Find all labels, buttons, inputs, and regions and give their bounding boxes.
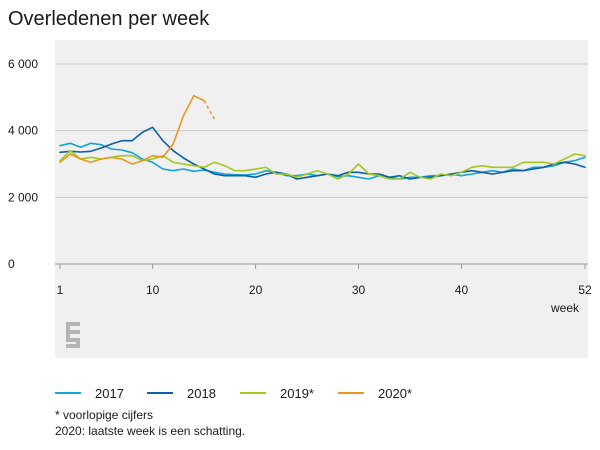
x-tick-label-20: 20 — [249, 283, 263, 297]
cbs-logo-block — [66, 344, 80, 348]
cbs-logo-block — [66, 338, 80, 342]
y-tick-label-0: 0 — [8, 257, 15, 271]
y-tick-label-6000: 6 000 — [8, 57, 38, 71]
x-tick-label-1: 1 — [57, 283, 64, 297]
x-tick-label-52: 52 — [578, 283, 592, 297]
plot-background — [55, 40, 588, 358]
x-tick-label-10: 10 — [146, 283, 160, 297]
y-tick-label-2000: 2 000 — [8, 190, 38, 204]
cbs-logo-block — [66, 334, 70, 338]
cbs-logo-block — [66, 330, 80, 334]
legend: 2017 2018 2019* 2020* — [55, 384, 585, 402]
legend-label-2020: 2020* — [378, 385, 412, 401]
legend-swatch-2019 — [240, 392, 266, 394]
x-tick-label-30: 30 — [352, 283, 366, 297]
cbs-logo-icon — [66, 322, 80, 348]
series-line-2018 — [59, 126, 586, 180]
cbs-logo-block — [66, 322, 70, 334]
series-line-2020 — [59, 94, 205, 165]
footnotes: * voorlopige cijfers 2020: laatste week … — [55, 407, 245, 439]
cbs-logo-block — [66, 322, 80, 326]
footnote-estimate: 2020: laatste week is een schatting. — [55, 424, 246, 438]
cbs-logo-block — [76, 338, 80, 348]
legend-label-2018: 2018 — [187, 385, 216, 401]
legend-item-2017: 2017 — [55, 384, 124, 402]
footnote-provisional: * voorlopige cijfers — [55, 408, 154, 422]
legend-swatch-2018 — [147, 392, 173, 394]
legend-label-2017: 2017 — [95, 385, 124, 401]
legend-swatch-2020 — [338, 392, 364, 394]
x-axis-label: week — [550, 301, 580, 315]
series-line-2019 — [59, 149, 586, 180]
page-title: Overledenen per week — [8, 8, 210, 30]
legend-item-2019: 2019* — [240, 384, 314, 402]
y-tick-label-4000: 4 000 — [8, 124, 38, 138]
legend-item-2018: 2018 — [147, 384, 216, 402]
legend-item-2020: 2020* — [338, 384, 412, 402]
legend-swatch-2017 — [55, 392, 81, 394]
legend-label-2019: 2019* — [280, 385, 314, 401]
x-tick-label-40: 40 — [455, 283, 469, 297]
